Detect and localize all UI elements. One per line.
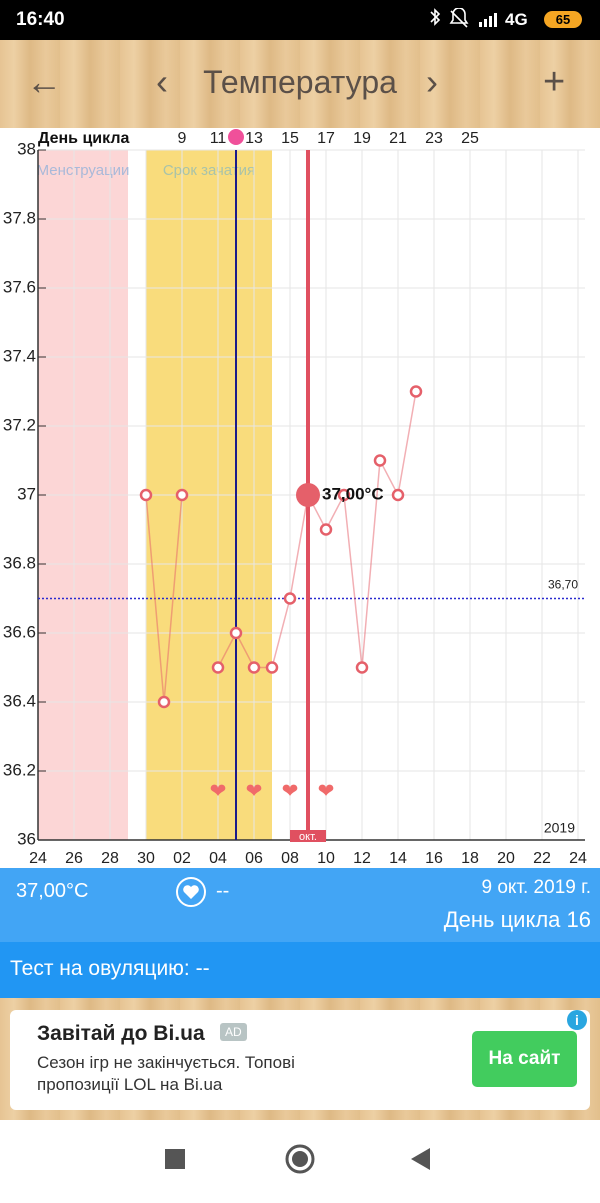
battery: 65 [544, 11, 582, 28]
cycle-day-label: 25 [461, 130, 479, 147]
status-bar: 16:40 4G 65 [0, 0, 600, 40]
ad-badge: AD [220, 1023, 247, 1041]
point [409, 385, 423, 398]
value-label: 37,00°C [322, 484, 384, 503]
y-tick-label: 36 [17, 829, 36, 848]
fertile-label: Срок зачатия [163, 162, 255, 179]
header: ← ‹ Температура › + [0, 40, 600, 128]
menstruation-label: Менструации [37, 162, 130, 179]
ovulation-test: Тест на овуляцию: -- [10, 957, 210, 980]
cycle-day-title: День цикла [38, 130, 129, 147]
x-tick-label: 18 [461, 850, 479, 867]
y-tick-label: 37.8 [3, 208, 36, 227]
nav-bar [0, 1120, 600, 1198]
heart-status: -- [216, 880, 230, 902]
point [337, 488, 351, 502]
y-tick-label: 36.4 [3, 691, 36, 710]
today-label-box [290, 830, 326, 842]
ad-info[interactable]: i [567, 1010, 587, 1030]
back-button[interactable]: ← [26, 61, 62, 102]
point [229, 626, 243, 640]
point [283, 592, 297, 605]
x-tick-label: 06 [245, 850, 263, 867]
heart-icon[interactable] [175, 876, 207, 908]
prev-button[interactable]: ‹ [156, 61, 168, 102]
coverline-label: 36,70 [548, 578, 578, 592]
ad-zone: Завітай до Bi.ua AD Сезон ігр не закінчу… [0, 998, 600, 1120]
x-tick-label: 24 [569, 850, 587, 867]
ad-button[interactable]: На сайт [472, 1031, 577, 1087]
y-tick-label: 37.2 [3, 415, 36, 434]
y-tick-label: 36.2 [3, 760, 36, 779]
temperature-chart: Менструации Срок зачатия 36 36.2 36.4 36.6 36.… [3, 128, 587, 867]
cycle-day-label: 19 [353, 130, 371, 147]
selected-point [296, 483, 320, 507]
ad-text: Сезон ігр не закінчується. Топові пропоз… [37, 1053, 295, 1094]
x-tick-label: 20 [497, 850, 515, 867]
next-button[interactable]: › [426, 61, 438, 102]
x-tick-label: 14 [389, 850, 407, 867]
point [391, 488, 405, 502]
ovulation-test-bar[interactable]: Тест на овуляцию: -- [0, 942, 600, 998]
today-label: окт. [299, 831, 317, 843]
heart: ❤ [282, 780, 299, 802]
cycle-day-label: 23 [425, 130, 443, 147]
x-tick-label: 22 [533, 850, 551, 867]
y-tick-label: 38 [17, 139, 36, 158]
cycle-day-label: 9 [178, 130, 187, 147]
cycle-day-label: 13 [245, 130, 263, 147]
x-tick-label: 28 [101, 850, 119, 867]
ad-title: Завітай до Bi.ua [37, 1022, 205, 1045]
point [139, 488, 153, 502]
year-label: 2019 [544, 820, 575, 836]
title-backdrop [38, 128, 140, 149]
x-tick-label: 10 [317, 850, 335, 867]
x-tick-label: 26 [65, 850, 83, 867]
cycle-day-label: 15 [281, 130, 299, 147]
cycle-day-label: 11 [210, 130, 227, 147]
point [319, 523, 333, 536]
y-tick-label: 37 [17, 484, 36, 503]
x-tick-label: 12 [353, 850, 371, 867]
y-tick-label: 37.6 [3, 277, 36, 296]
y-tick-label: 37.4 [3, 346, 36, 365]
ovulation-marker [228, 129, 244, 145]
x-tick-label: 16 [425, 850, 443, 867]
nav-icons [165, 1144, 430, 1174]
x-tick-label: 24 [29, 850, 47, 867]
add-button[interactable]: + [543, 61, 566, 103]
current-temperature: 37,00°C [16, 880, 89, 902]
home-dot [292, 1151, 308, 1167]
time: 16:40 [16, 9, 65, 30]
point [373, 454, 387, 467]
info-panel: 37,00°C -- 9 окт. 2019 г. День цикла 16 [0, 868, 600, 942]
heart: ❤ [318, 780, 335, 802]
heart: ❤ [210, 780, 227, 802]
x-tick-label: 02 [173, 850, 191, 867]
x-tick-label: 30 [137, 850, 155, 867]
point [211, 661, 225, 674]
y-tick-label: 36.8 [3, 553, 36, 572]
y-tick-label: 36.6 [3, 622, 36, 641]
cycle-day: День цикла 16 [443, 907, 591, 932]
date: 9 окт. 2019 г. [481, 877, 591, 898]
status-icons [430, 8, 497, 28]
cycle-day-label: 21 [389, 130, 407, 147]
x-tick-label: 08 [281, 850, 299, 867]
ad-card[interactable]: Завітай до Bi.ua AD Сезон ігр не закінчу… [10, 1010, 590, 1110]
back-nav-button[interactable] [411, 1148, 430, 1170]
screen-title: Температура [203, 64, 397, 100]
point [157, 695, 171, 709]
home-button[interactable] [285, 1144, 315, 1174]
cycle-day-label: 17 [317, 130, 335, 147]
x-tick-label: 04 [209, 850, 227, 867]
point [265, 661, 279, 674]
point [175, 488, 189, 502]
heart: ❤ [246, 780, 263, 802]
point [355, 661, 369, 674]
point [247, 661, 261, 674]
recents-button[interactable] [165, 1149, 185, 1169]
network: 4G [505, 10, 528, 29]
